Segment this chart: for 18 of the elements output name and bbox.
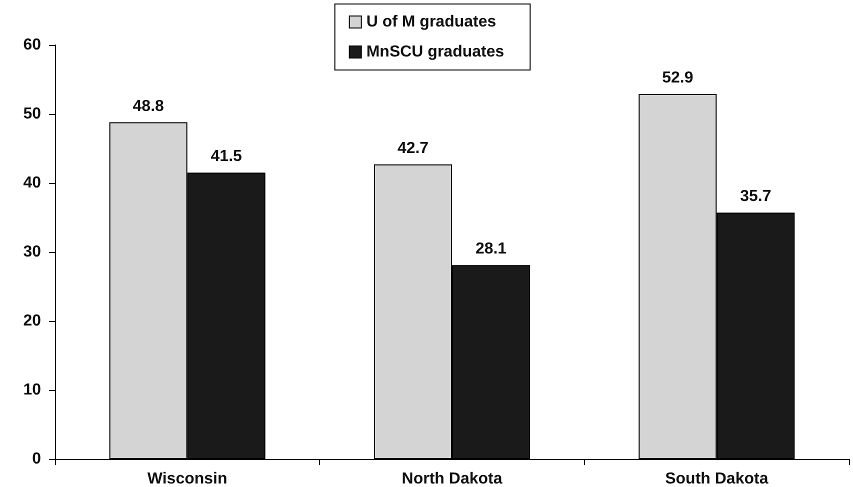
y-tick-label: 10 [23, 382, 42, 398]
y-tick-label: 20 [23, 312, 42, 330]
legend-label: U of M graduates [366, 14, 496, 30]
x-tick-label: Wisconsin [147, 470, 228, 487]
legend-label: MnSCU graduates [366, 44, 504, 60]
y-tick-label: 60 [23, 36, 42, 54]
data-label: 52.9 [662, 69, 694, 86]
x-tick-label: South Dakota [665, 470, 768, 487]
data-label: 35.7 [740, 188, 772, 206]
y-tick-label: 0 [32, 450, 42, 468]
data-label: 48.8 [132, 98, 164, 115]
x-tick-label: North Dakota [402, 470, 502, 487]
data-label: 42.7 [397, 140, 429, 157]
y-tick-label: 40 [23, 174, 42, 192]
data-label: 28.1 [475, 240, 507, 258]
y-tick-label: 30 [23, 244, 42, 260]
y-tick-label: 50 [23, 106, 42, 122]
data-label: 41.5 [210, 148, 242, 166]
